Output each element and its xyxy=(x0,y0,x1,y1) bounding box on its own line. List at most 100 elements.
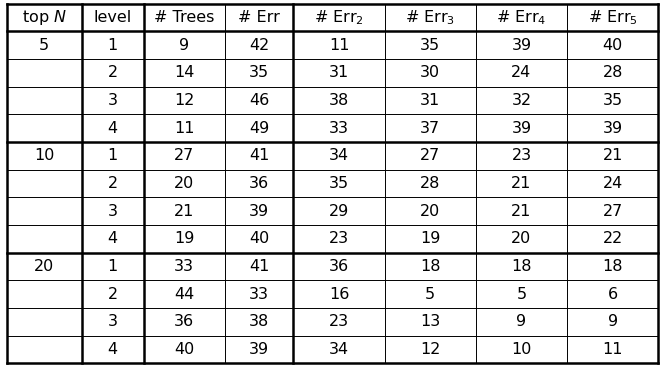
Bar xyxy=(144,142,225,170)
Text: 11: 11 xyxy=(174,121,194,136)
Bar xyxy=(144,115,225,142)
Text: # Err: # Err xyxy=(238,10,280,25)
Bar xyxy=(293,87,384,115)
Bar xyxy=(384,308,476,336)
Text: 19: 19 xyxy=(174,231,194,246)
Bar xyxy=(476,115,567,142)
Text: 33: 33 xyxy=(329,121,349,136)
Text: 3: 3 xyxy=(108,93,118,108)
Bar xyxy=(567,115,658,142)
Text: 10: 10 xyxy=(511,342,532,357)
Bar xyxy=(384,31,476,59)
Bar xyxy=(144,308,225,336)
Bar xyxy=(293,308,384,336)
Text: 27: 27 xyxy=(174,148,194,163)
Bar xyxy=(225,308,293,336)
Text: 28: 28 xyxy=(420,176,440,191)
Bar xyxy=(476,197,567,225)
Bar xyxy=(7,4,82,31)
Bar xyxy=(293,4,384,31)
Bar xyxy=(82,170,144,197)
Bar xyxy=(144,280,225,308)
Text: 35: 35 xyxy=(249,65,269,80)
Text: # Trees: # Trees xyxy=(154,10,214,25)
Bar xyxy=(476,4,567,31)
Text: 35: 35 xyxy=(329,176,349,191)
Bar xyxy=(567,280,658,308)
Text: 18: 18 xyxy=(511,259,532,274)
Bar xyxy=(567,252,658,280)
Text: 18: 18 xyxy=(602,259,623,274)
Bar xyxy=(225,4,293,31)
Text: 40: 40 xyxy=(249,231,269,246)
Bar xyxy=(567,59,658,87)
Bar xyxy=(144,197,225,225)
Bar xyxy=(476,280,567,308)
Bar xyxy=(476,336,567,363)
Text: # Err$_5$: # Err$_5$ xyxy=(588,8,638,27)
Bar xyxy=(144,225,225,252)
Text: 9: 9 xyxy=(179,38,190,53)
Bar xyxy=(567,4,658,31)
Text: 40: 40 xyxy=(602,38,623,53)
Bar xyxy=(476,170,567,197)
Text: level: level xyxy=(93,10,132,25)
Bar xyxy=(293,336,384,363)
Text: # Err$_3$: # Err$_3$ xyxy=(405,8,456,27)
Bar xyxy=(7,280,82,308)
Text: 4: 4 xyxy=(108,342,118,357)
Text: 40: 40 xyxy=(174,342,194,357)
Bar xyxy=(225,115,293,142)
Bar xyxy=(7,87,82,115)
Text: 39: 39 xyxy=(602,121,623,136)
Text: 30: 30 xyxy=(420,65,440,80)
Bar xyxy=(225,59,293,87)
Bar xyxy=(567,142,658,170)
Text: 5: 5 xyxy=(517,287,527,302)
Text: 37: 37 xyxy=(420,121,440,136)
Text: 21: 21 xyxy=(511,176,532,191)
Bar xyxy=(225,225,293,252)
Bar xyxy=(293,225,384,252)
Text: 23: 23 xyxy=(329,314,349,329)
Bar xyxy=(82,59,144,87)
Text: 41: 41 xyxy=(249,259,269,274)
Text: 46: 46 xyxy=(249,93,269,108)
Text: 31: 31 xyxy=(329,65,349,80)
Text: 20: 20 xyxy=(511,231,531,246)
Bar xyxy=(82,308,144,336)
Text: 5: 5 xyxy=(39,38,49,53)
Bar xyxy=(82,336,144,363)
Text: 3: 3 xyxy=(108,204,118,219)
Bar xyxy=(476,225,567,252)
Bar xyxy=(384,115,476,142)
Bar xyxy=(82,197,144,225)
Bar xyxy=(225,170,293,197)
Text: 41: 41 xyxy=(249,148,269,163)
Text: 19: 19 xyxy=(420,231,440,246)
Text: 21: 21 xyxy=(602,148,623,163)
Text: 20: 20 xyxy=(174,176,194,191)
Bar xyxy=(293,170,384,197)
Bar xyxy=(384,87,476,115)
Bar xyxy=(293,280,384,308)
Text: 24: 24 xyxy=(511,65,531,80)
Bar xyxy=(82,31,144,59)
Text: 12: 12 xyxy=(420,342,440,357)
Text: 35: 35 xyxy=(420,38,440,53)
Bar xyxy=(144,252,225,280)
Text: 11: 11 xyxy=(602,342,623,357)
Bar xyxy=(7,225,82,252)
Bar xyxy=(225,142,293,170)
Text: 1: 1 xyxy=(108,148,118,163)
Text: 10: 10 xyxy=(34,148,55,163)
Text: 28: 28 xyxy=(602,65,623,80)
Bar xyxy=(476,308,567,336)
Bar xyxy=(7,336,82,363)
Text: 36: 36 xyxy=(249,176,269,191)
Text: 39: 39 xyxy=(249,342,269,357)
Bar xyxy=(82,115,144,142)
Text: 13: 13 xyxy=(420,314,440,329)
Bar xyxy=(384,252,476,280)
Bar xyxy=(225,280,293,308)
